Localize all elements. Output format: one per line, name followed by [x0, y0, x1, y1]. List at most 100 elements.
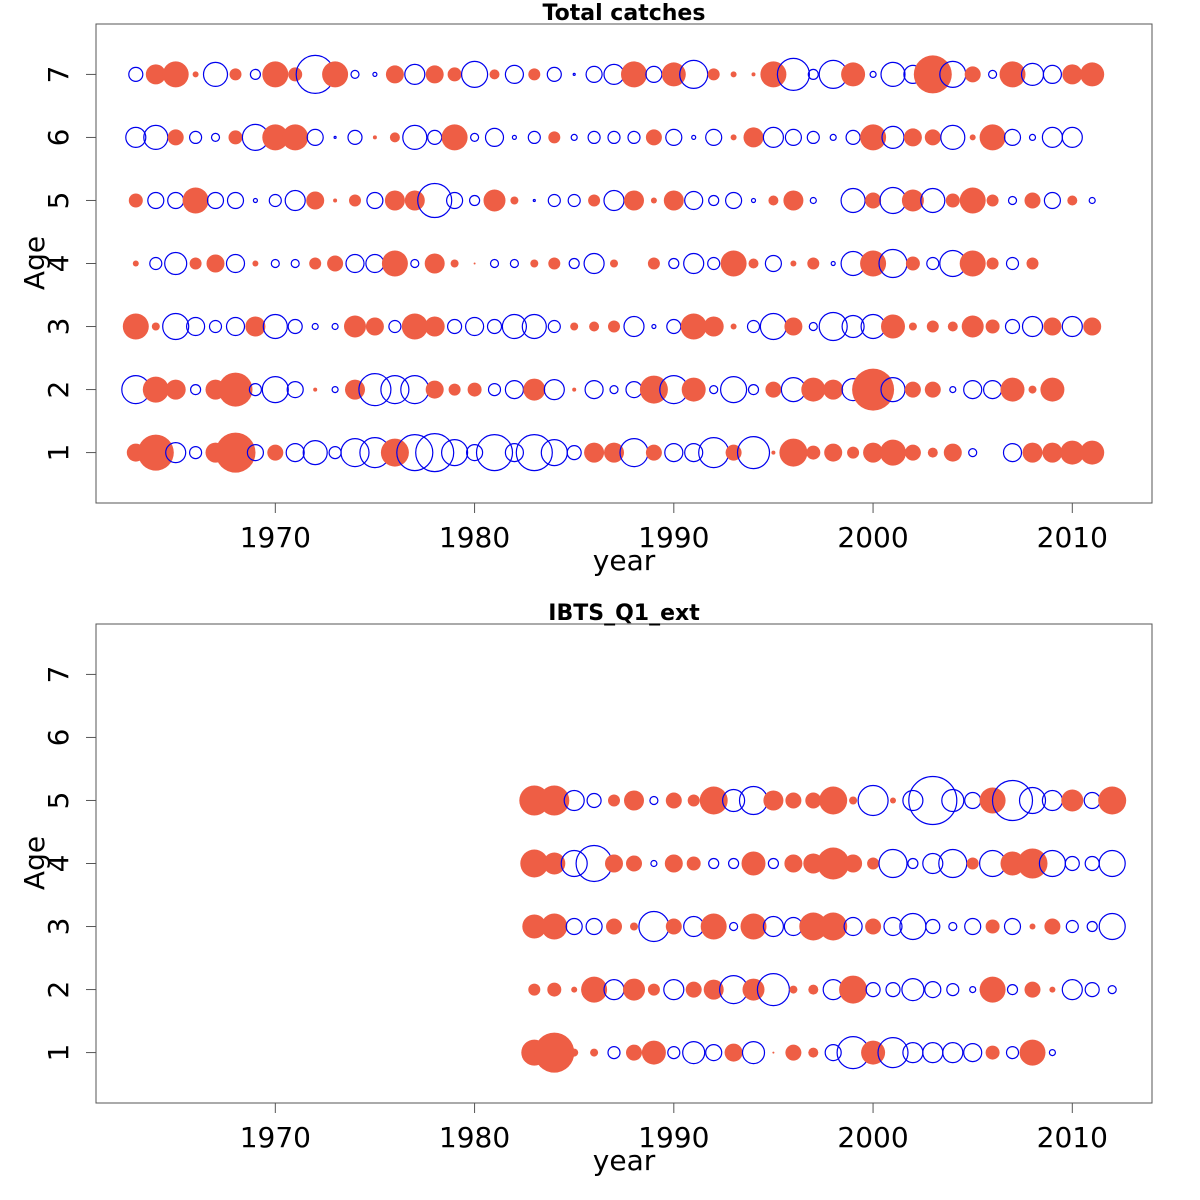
bubble-positive — [665, 918, 682, 935]
bubble-positive — [215, 432, 256, 473]
y-axis: 1 2 3 4 5 6 7 — [42, 666, 97, 1061]
bubble-negative — [189, 130, 203, 144]
panel-ibts-q1-ext: IBTS_Q1_ext 1 2 3 4 5 6 7 1970 1980 1990 2000 2010… — [18, 601, 1153, 1177]
y-tick-label: 6 — [42, 729, 75, 747]
bubble-positive — [547, 982, 562, 997]
bubble-positive — [740, 913, 767, 940]
bubble-negative — [824, 1043, 842, 1062]
bubble-positive — [288, 67, 303, 82]
bubble-negative — [705, 1043, 723, 1062]
bubble-positive — [425, 380, 444, 399]
bubble-negative — [350, 69, 360, 80]
bubble-positive — [867, 857, 880, 870]
bubble-negative — [907, 857, 919, 870]
bubble-positive — [730, 323, 737, 330]
bubble-positive — [1080, 62, 1105, 87]
bubble-positive — [665, 792, 682, 809]
bubble-positive — [581, 976, 608, 1003]
bubble-positive — [819, 786, 848, 815]
bubble-negative — [920, 187, 946, 214]
bubble-negative — [340, 438, 370, 468]
bubble-positive — [849, 796, 858, 805]
bubble-positive — [901, 189, 924, 212]
bubble-positive — [789, 985, 798, 994]
bubble-positive — [908, 322, 917, 331]
bubble-positive — [1098, 786, 1127, 815]
bubble-positive — [841, 62, 866, 87]
bubble-negative — [727, 857, 740, 870]
panel-title: IBTS_Q1_ext — [548, 601, 700, 626]
bubble-positive — [322, 61, 349, 88]
bubble-negative — [284, 189, 306, 212]
bubble-positive — [365, 317, 384, 336]
bubble-negative — [627, 130, 641, 144]
bubble-positive — [681, 377, 706, 402]
bubble-positive — [624, 790, 644, 811]
bubble-positive — [584, 442, 605, 463]
bubble-positive — [605, 854, 623, 873]
bubble-negative — [501, 313, 528, 340]
bubble-positive — [725, 444, 742, 461]
bubble-negative — [684, 190, 704, 211]
bubble-positive — [228, 130, 243, 145]
bubble-negative — [719, 376, 748, 404]
bubble-negative — [261, 376, 289, 404]
y-tick-label: 2 — [42, 381, 75, 399]
bubble-positive — [730, 134, 737, 141]
bubble-positive — [724, 1043, 743, 1062]
bubble-negative — [388, 319, 402, 334]
bubble-negative — [666, 318, 682, 335]
bubble-positive — [785, 1044, 802, 1061]
bubble-negative — [584, 380, 604, 400]
bubble-positive — [447, 67, 462, 82]
bubble-negative — [845, 129, 861, 145]
bubble-negative — [270, 258, 280, 269]
bubble-negative — [565, 917, 583, 936]
bubble-negative — [461, 60, 489, 89]
bubble-positive — [768, 195, 779, 206]
bubble-positive — [404, 190, 425, 211]
bubble-negative — [417, 182, 453, 219]
bubble-negative — [1004, 318, 1021, 335]
bubble-positive — [881, 314, 905, 339]
bubble-negative — [841, 314, 865, 339]
bubble-negative — [402, 124, 428, 150]
bubble-negative — [543, 379, 565, 401]
bubble-positive — [880, 439, 906, 466]
bubble-positive — [380, 438, 409, 467]
bubble-negative — [899, 912, 927, 941]
bubble-negative — [683, 252, 705, 275]
bubble-negative — [941, 788, 965, 813]
bubble-negative — [302, 440, 328, 466]
bubble-negative — [607, 1045, 621, 1060]
bubble-negative — [566, 445, 582, 461]
bubble-positive — [539, 785, 570, 816]
plot-frame — [95, 623, 1153, 1104]
bubble-negative — [585, 65, 603, 84]
bubble-negative — [167, 191, 185, 210]
bubble-positive — [943, 443, 962, 462]
bubble-negative — [1048, 1048, 1057, 1057]
x-tick-label: 1990 — [638, 521, 709, 554]
bubble-negative — [489, 258, 500, 269]
bubble-negative — [328, 446, 342, 460]
bubble-positive — [847, 446, 860, 459]
bubble-positive — [817, 847, 850, 880]
bubble-negative — [806, 130, 820, 144]
bubble-positive — [528, 68, 541, 81]
bubble-negative — [645, 65, 663, 84]
bubble-positive — [630, 922, 638, 931]
bubble-positive — [206, 254, 225, 273]
bubble-negative — [547, 319, 561, 334]
bubble-negative — [540, 439, 568, 467]
bubble-negative — [762, 126, 785, 148]
bubble-positive — [448, 383, 461, 396]
bubble-negative — [902, 1041, 924, 1064]
bubble-positive — [137, 434, 174, 471]
bubble-negative — [1006, 983, 1019, 996]
bubble-positive — [132, 260, 139, 267]
bubble-negative — [570, 133, 578, 141]
bubble-positive — [805, 792, 822, 809]
bubble-negative — [358, 373, 392, 407]
bubble-positive — [865, 918, 882, 935]
